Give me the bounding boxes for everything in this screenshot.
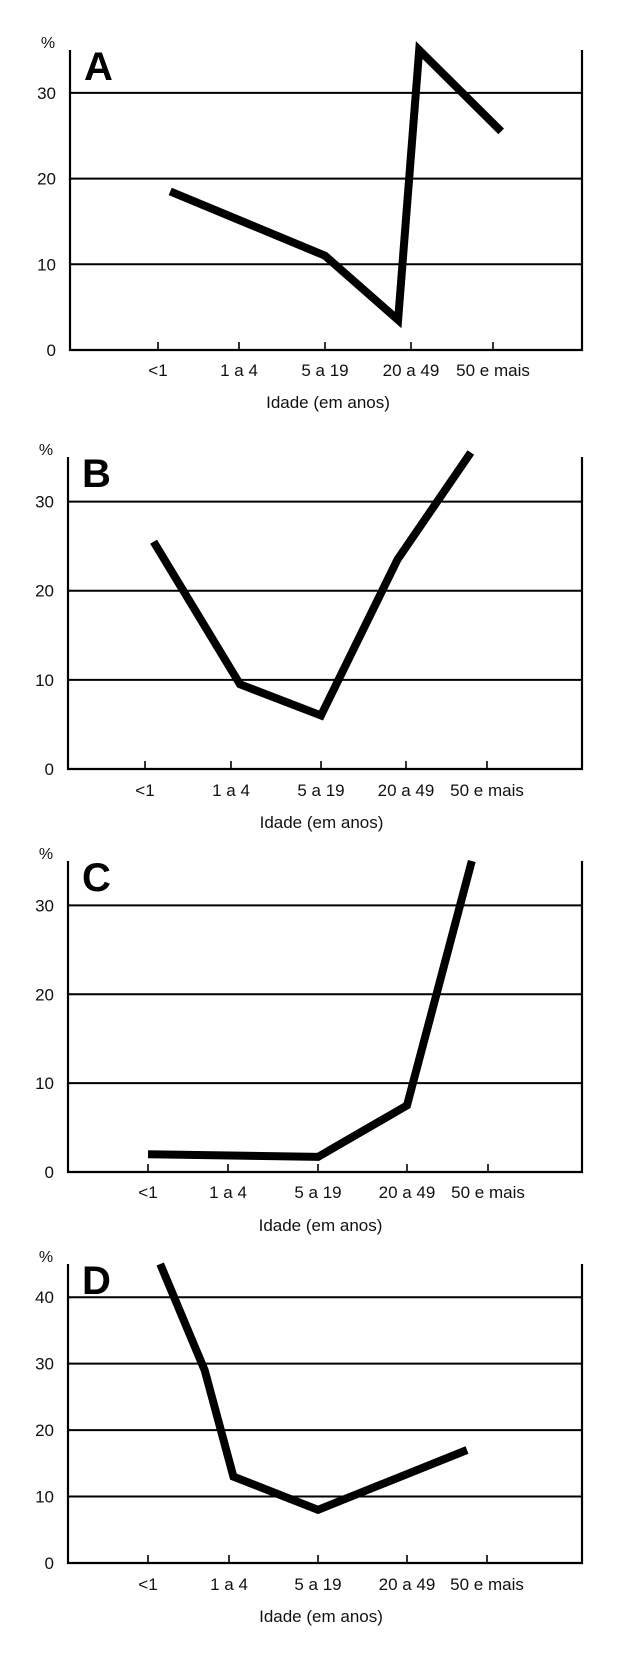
x-axis-title: Idade (em anos) [259, 1607, 383, 1626]
y-tick-label: 30 [35, 1355, 54, 1374]
x-tick-label: 20 a 49 [378, 781, 435, 800]
plot-frame [66, 861, 584, 1174]
x-tick-label: 5 a 19 [294, 1575, 341, 1594]
x-tick-label: 20 a 49 [383, 361, 440, 380]
x-tick-label: 1 a 4 [212, 781, 250, 800]
x-tick-label: 1 a 4 [210, 1575, 248, 1594]
y-tick-label: 20 [35, 985, 54, 1004]
x-tick-label: 5 a 19 [294, 1183, 341, 1202]
series-line [168, 41, 505, 329]
y-tick-label: 10 [35, 1488, 54, 1507]
series-line [147, 859, 476, 1161]
y-tick-label: 20 [35, 582, 54, 601]
y-tick-label: 0 [45, 760, 54, 779]
panel-letter: D [82, 1259, 111, 1303]
y-tick-label: 30 [35, 493, 54, 512]
x-tick-label: 20 a 49 [379, 1575, 436, 1594]
plot-frame [66, 1264, 584, 1565]
y-tick-label: 0 [47, 341, 56, 360]
x-tick-label: 50 e mais [456, 361, 530, 380]
chart-panel-b: 0 10 20 30% B <1 1 a 4 5 a 19 20 a 49 50 e mais Id… [35, 442, 584, 832]
panel-letter: B [82, 452, 111, 496]
x-tick-label: <1 [138, 1183, 157, 1202]
x-axis-title: Idade (em anos) [260, 813, 384, 832]
x-tick-label: 20 a 49 [379, 1183, 436, 1202]
y-tick-label: 10 [35, 1074, 54, 1093]
series-line [150, 450, 475, 721]
y-tick-label: 10 [35, 671, 54, 690]
y-tick-label: 20 [37, 170, 56, 189]
x-axis-title: Idade (em anos) [259, 1216, 383, 1235]
chart-panel-c: 0 10 20 30% C <1 1 a 4 5 a 19 20 a 49 50 e mais Id… [35, 846, 584, 1235]
x-tick-label: <1 [138, 1575, 157, 1594]
x-tick-label: 1 a 4 [209, 1183, 247, 1202]
x-tick-label: <1 [148, 361, 167, 380]
panel-letter: C [82, 856, 111, 900]
panel-letter: A [84, 45, 113, 89]
series-line [156, 1262, 469, 1515]
y-tick-label: 10 [37, 255, 56, 274]
y-tick-label: 20 [35, 1421, 54, 1440]
x-tick-label: 50 e mais [450, 781, 524, 800]
y-tick-label: 30 [35, 896, 54, 915]
x-tick-label: 50 e mais [451, 1183, 525, 1202]
plot-frame [68, 50, 584, 352]
x-tick-label: 5 a 19 [297, 781, 344, 800]
plot-frame [66, 457, 584, 771]
y-unit-label: % [39, 442, 53, 459]
x-tick-label: 5 a 19 [301, 361, 348, 380]
y-unit-label: % [41, 35, 55, 52]
chart-panel-a: 0 10 20 30% A <1 1 a 4 5 a 19 20 a 49 50 e mais Id… [37, 35, 584, 412]
x-axis-title: Idade (em anos) [266, 393, 390, 412]
chart-panel-d: 0 10 20 30 40% D <1 1 a 4 5 a 19 20 a 49 50 e mais… [35, 1249, 584, 1626]
x-tick-label: 50 e mais [450, 1575, 524, 1594]
y-tick-label: 30 [37, 84, 56, 103]
y-tick-label: 0 [45, 1554, 54, 1573]
y-unit-label: % [39, 1249, 53, 1266]
x-tick-label: 1 a 4 [220, 361, 258, 380]
y-tick-label: 40 [35, 1288, 54, 1307]
y-unit-label: % [39, 846, 53, 863]
x-tick-label: <1 [135, 781, 154, 800]
y-tick-label: 0 [45, 1163, 54, 1182]
